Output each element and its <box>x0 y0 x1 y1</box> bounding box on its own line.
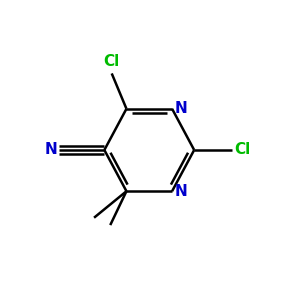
Text: N: N <box>174 101 187 116</box>
Text: N: N <box>174 184 187 199</box>
Text: N: N <box>44 142 57 158</box>
Text: Cl: Cl <box>234 142 250 158</box>
Text: Cl: Cl <box>103 54 120 69</box>
